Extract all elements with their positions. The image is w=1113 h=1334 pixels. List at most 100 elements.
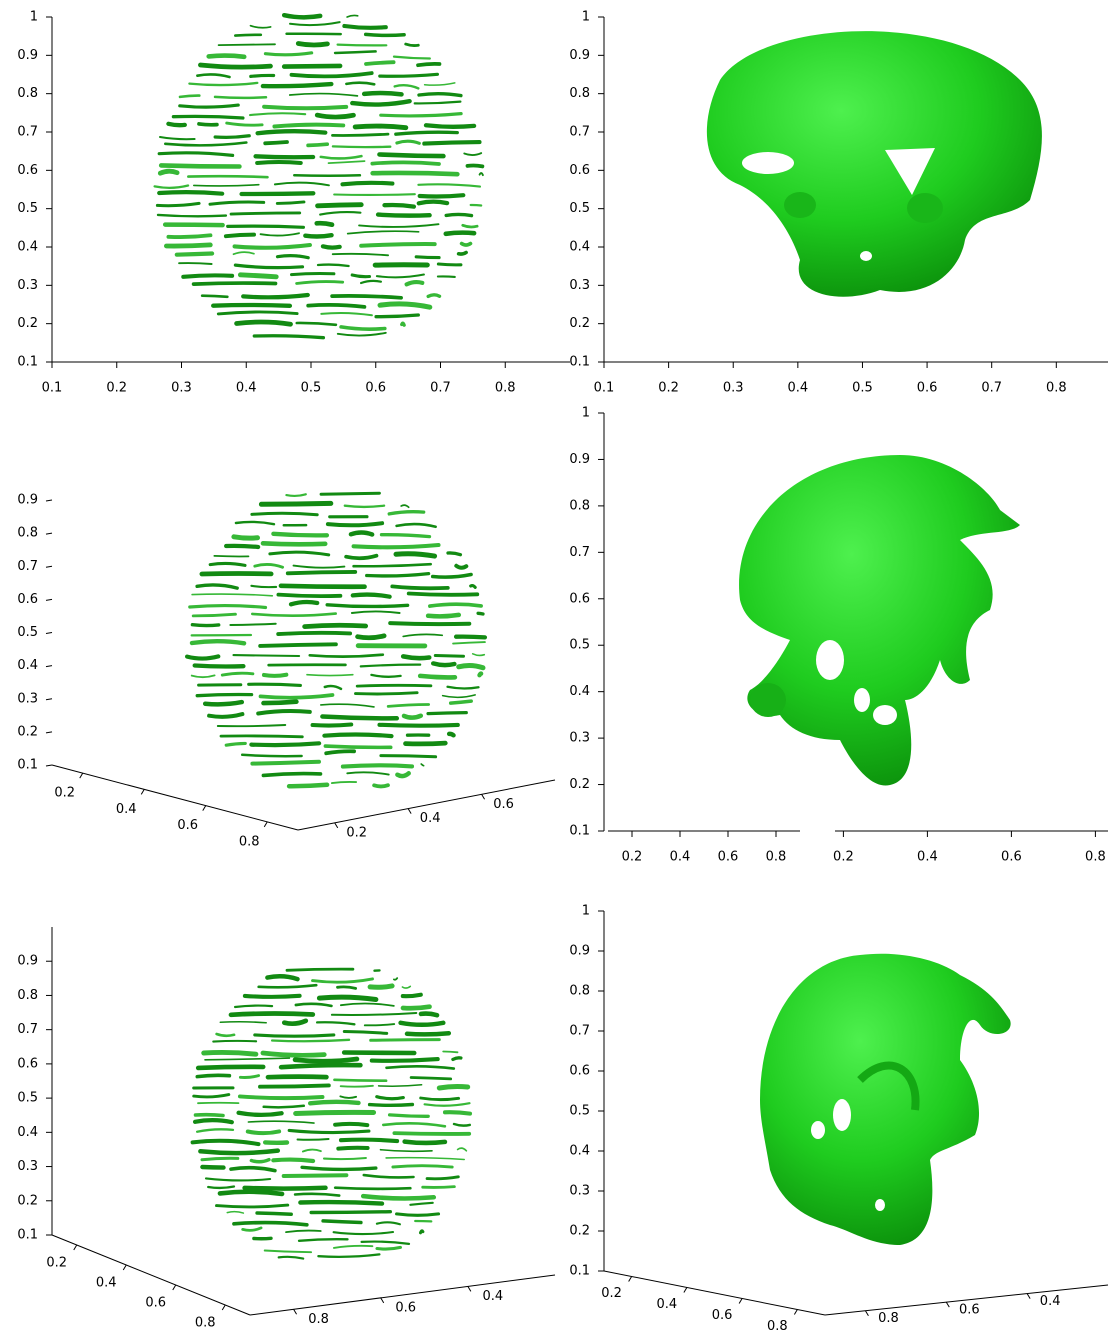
ribbon <box>369 1057 440 1063</box>
tick-mark <box>172 1284 177 1291</box>
ribbon <box>417 183 482 188</box>
ribbon <box>314 220 335 228</box>
ribbon <box>232 654 301 658</box>
x-tick-label: 0.4 <box>788 381 809 396</box>
ribbon <box>192 1093 231 1099</box>
ribbon <box>162 222 225 228</box>
ribbon <box>469 584 477 589</box>
y-tick-label: 0.2 <box>17 316 38 331</box>
ribbon <box>171 114 245 120</box>
ribbon <box>294 1002 333 1008</box>
ribbon <box>418 1011 440 1018</box>
ribbon <box>271 531 330 538</box>
ribbon <box>321 1219 363 1225</box>
ribbon <box>166 121 187 128</box>
z-tick-label: 0.3 <box>569 1184 590 1199</box>
ribbon <box>263 140 289 146</box>
tick-mark <box>202 805 207 811</box>
z-tick-label: 0.8 <box>569 984 590 999</box>
ribbon <box>319 491 381 496</box>
ribbon <box>340 1002 395 1007</box>
y-tick-label: 0.4 <box>17 240 38 255</box>
x-tick-label: 0.6 <box>365 381 386 396</box>
ribbon <box>265 974 300 982</box>
x-tick-label: 0.3 <box>171 381 192 396</box>
ribbon <box>155 201 201 208</box>
ribbon <box>229 622 277 626</box>
ribbon <box>157 190 225 196</box>
x-tick-label: 0.6 <box>177 818 198 833</box>
y-tick-label: 0.3 <box>17 278 38 293</box>
z-tick-label: 0.4 <box>17 658 38 673</box>
ribbon <box>330 294 403 300</box>
ribbon <box>379 112 463 118</box>
ribbon <box>442 1050 459 1054</box>
ribbon <box>240 753 303 758</box>
x-tick-label: 0.6 <box>718 850 739 865</box>
ribbon <box>320 703 375 708</box>
ribbon <box>174 251 215 257</box>
ribbon <box>372 783 390 789</box>
ribbon <box>202 699 245 707</box>
ribbon <box>293 1192 341 1197</box>
ribbon <box>386 703 430 708</box>
ribbon <box>191 281 278 286</box>
ribbon <box>250 584 278 589</box>
ribbon <box>425 612 462 619</box>
ribbon <box>369 1038 441 1042</box>
ribbon <box>229 211 302 216</box>
ribbon <box>249 741 322 748</box>
tick-mark <box>45 532 53 535</box>
x-tick-label: 0.1 <box>42 381 63 396</box>
ribbon <box>191 612 237 618</box>
y-tick-label: 0.5 <box>17 201 38 216</box>
z-tick-label: 0.7 <box>17 559 38 574</box>
ribbon <box>453 634 488 640</box>
tick-mark <box>1026 1293 1031 1299</box>
ribbon <box>362 1173 415 1179</box>
ribbon <box>400 1004 432 1011</box>
tick-mark <box>45 764 53 767</box>
ribbon <box>292 564 346 569</box>
ribbon <box>333 193 416 196</box>
ribbon <box>249 1157 271 1164</box>
ribbon <box>219 1021 267 1024</box>
ribbon <box>234 33 263 37</box>
ribbon <box>325 521 385 528</box>
ribbon <box>253 154 316 160</box>
tick-mark <box>45 731 53 734</box>
ribbon <box>330 780 358 785</box>
ribbon <box>471 653 486 657</box>
z-tick-label: 0.6 <box>17 1056 38 1071</box>
ribbon <box>428 602 483 608</box>
z-tick-label: 0.9 <box>569 452 590 467</box>
z-tick-label: 0.8 <box>569 498 590 513</box>
ribbon <box>178 94 201 99</box>
ribbon <box>258 1083 331 1089</box>
y-tick-label: 0.2 <box>346 825 367 840</box>
ribbon <box>185 654 221 661</box>
ribbon <box>422 140 482 146</box>
z-tick-label: 0.6 <box>569 1064 590 1079</box>
ribbon <box>195 692 254 698</box>
ribbon <box>342 23 388 30</box>
tick-mark <box>122 1264 127 1271</box>
ribbon <box>260 541 328 547</box>
ribbon <box>295 321 338 327</box>
ribbon <box>332 1244 374 1249</box>
ribbon <box>271 1157 316 1164</box>
ribbon <box>178 262 213 265</box>
ribbon <box>403 740 448 747</box>
ribbon <box>200 294 229 299</box>
axis-line <box>297 779 556 831</box>
ribbon <box>292 1056 360 1064</box>
tick-mark <box>467 1286 472 1292</box>
ribbon <box>446 685 480 690</box>
ribbon <box>258 500 334 507</box>
ribbon <box>257 983 318 989</box>
ribbon <box>342 1030 389 1035</box>
ribbon <box>395 522 437 529</box>
ribbon <box>261 699 299 706</box>
ribbon <box>363 1023 396 1027</box>
x-tick-label: 0.7 <box>430 381 451 396</box>
